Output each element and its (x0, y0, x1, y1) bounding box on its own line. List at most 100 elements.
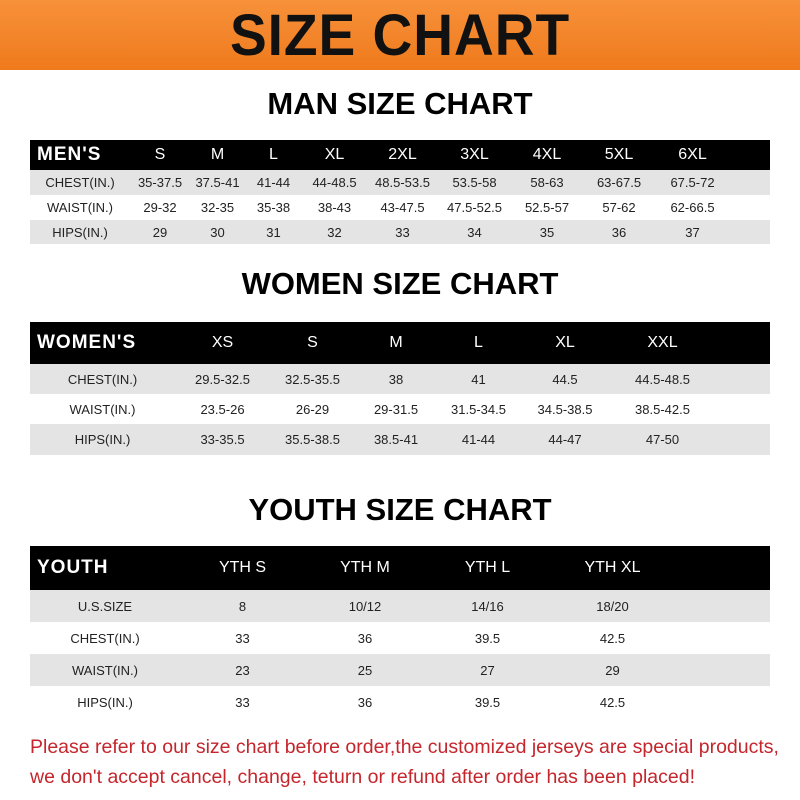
table-cell: 31.5-34.5 (437, 394, 520, 424)
size-header-cell: 5XL (583, 140, 655, 170)
table-cell: 29.5-32.5 (175, 364, 270, 394)
men-chart-title: MAN SIZE CHART (267, 86, 533, 121)
size-header-cell: L (437, 322, 520, 364)
filler-cell (675, 622, 770, 654)
filler-cell (675, 686, 770, 718)
table-cell: 8 (180, 590, 305, 622)
table-row: WAIST(IN.) 29-32 32-35 35-38 38-43 43-47.5 47.… (30, 195, 770, 220)
filler-cell (730, 195, 770, 220)
table-cell: 36 (305, 622, 425, 654)
table-cell: 32.5-35.5 (270, 364, 355, 394)
table-title-cell: WOMEN'S (30, 322, 175, 364)
size-header-cell: XL (520, 322, 610, 364)
table-row: WAIST(IN.) 23 25 27 29 (30, 654, 770, 686)
table-row: CHEST(IN.) 29.5-32.5 32.5-35.5 38 41 44.5 44.5… (30, 364, 770, 394)
row-label: HIPS(IN.) (30, 686, 180, 718)
size-header-cell: S (130, 140, 190, 170)
table-header-row: YOUTH YTH S YTH M YTH L YTH XL (30, 546, 770, 590)
women-size-table: WOMEN'S XS S M L XL XXL CHEST(IN.) 29.5-32.5 32.5… (30, 322, 770, 455)
table-cell: 41-44 (437, 424, 520, 455)
row-label: CHEST(IN.) (30, 364, 175, 394)
table-cell: 52.5-57 (511, 195, 583, 220)
size-header-cell: YTH M (305, 546, 425, 590)
size-header-cell: YTH S (180, 546, 305, 590)
table-cell: 33 (367, 220, 438, 244)
table-cell: 34 (438, 220, 511, 244)
table-row: CHEST(IN.) 35-37.5 37.5-41 41-44 44-48.5 48.5… (30, 170, 770, 195)
table-cell: 27 (425, 654, 550, 686)
filler-cell (675, 546, 770, 590)
table-header-row: MEN'S S M L XL 2XL 3XL 4XL 5XL 6XL (30, 140, 770, 170)
filler-cell (675, 654, 770, 686)
table-cell: 30 (190, 220, 245, 244)
notice-line-1: Please refer to our size chart before or… (30, 736, 779, 758)
table-cell: 38-43 (302, 195, 367, 220)
filler-cell (715, 364, 770, 394)
table-cell: 44.5 (520, 364, 610, 394)
table-cell: 44.5-48.5 (610, 364, 715, 394)
table-cell: 29-31.5 (355, 394, 437, 424)
table-cell: 23 (180, 654, 305, 686)
table-cell: 38.5-42.5 (610, 394, 715, 424)
women-chart-title: WOMEN SIZE CHART (241, 266, 559, 301)
size-header-cell: S (270, 322, 355, 364)
table-cell: 37 (655, 220, 730, 244)
size-chart-banner: SIZE CHART (0, 0, 800, 70)
table-cell: 58-63 (511, 170, 583, 195)
table-cell: 41 (437, 364, 520, 394)
banner-title: SIZE CHART (229, 2, 571, 68)
table-row: CHEST(IN.) 33 36 39.5 42.5 (30, 622, 770, 654)
table-title-cell: YOUTH (30, 546, 180, 590)
table-cell: 47-50 (610, 424, 715, 455)
filler-cell (715, 322, 770, 364)
table-cell: 43-47.5 (367, 195, 438, 220)
size-header-cell: 6XL (655, 140, 730, 170)
table-cell: 53.5-58 (438, 170, 511, 195)
youth-chart-title: YOUTH SIZE CHART (248, 492, 552, 527)
filler-cell (715, 394, 770, 424)
table-cell: 48.5-53.5 (367, 170, 438, 195)
men-size-table: MEN'S S M L XL 2XL 3XL 4XL 5XL 6XL CHEST(IN.) 35-37… (30, 140, 770, 244)
row-label: WAIST(IN.) (30, 195, 130, 220)
table-cell: 35 (511, 220, 583, 244)
table-cell: 35-38 (245, 195, 302, 220)
table-cell: 38.5-41 (355, 424, 437, 455)
row-label: CHEST(IN.) (30, 170, 130, 195)
table-cell: 63-67.5 (583, 170, 655, 195)
filler-cell (730, 220, 770, 244)
table-cell: 29-32 (130, 195, 190, 220)
table-cell: 18/20 (550, 590, 675, 622)
row-label: WAIST(IN.) (30, 654, 180, 686)
size-header-cell: XS (175, 322, 270, 364)
table-cell: 67.5-72 (655, 170, 730, 195)
table-cell: 29 (550, 654, 675, 686)
table-cell: 32 (302, 220, 367, 244)
table-cell: 31 (245, 220, 302, 244)
table-cell: 39.5 (425, 686, 550, 718)
table-title-cell: MEN'S (30, 140, 130, 170)
size-header-cell: XXL (610, 322, 715, 364)
row-label: WAIST(IN.) (30, 394, 175, 424)
youth-size-table: YOUTH YTH S YTH M YTH L YTH XL U.S.SIZE 8 10/12… (30, 546, 770, 718)
table-header-row: WOMEN'S XS S M L XL XXL (30, 322, 770, 364)
filler-cell (675, 590, 770, 622)
table-cell: 44-48.5 (302, 170, 367, 195)
table-row: WAIST(IN.) 23.5-26 26-29 29-31.5 31.5-34.5 34… (30, 394, 770, 424)
row-label: HIPS(IN.) (30, 220, 130, 244)
row-label: CHEST(IN.) (30, 622, 180, 654)
size-header-cell: M (355, 322, 437, 364)
notice-line-2: we don't accept cancel, change, teturn o… (30, 766, 695, 788)
table-cell: 44-47 (520, 424, 610, 455)
table-cell: 42.5 (550, 686, 675, 718)
table-cell: 35.5-38.5 (270, 424, 355, 455)
table-cell: 34.5-38.5 (520, 394, 610, 424)
table-cell: 23.5-26 (175, 394, 270, 424)
table-cell: 33-35.5 (175, 424, 270, 455)
size-header-cell: 2XL (367, 140, 438, 170)
filler-cell (715, 424, 770, 455)
size-header-cell: L (245, 140, 302, 170)
table-cell: 33 (180, 622, 305, 654)
size-header-cell: YTH XL (550, 546, 675, 590)
table-cell: 25 (305, 654, 425, 686)
table-cell: 47.5-52.5 (438, 195, 511, 220)
